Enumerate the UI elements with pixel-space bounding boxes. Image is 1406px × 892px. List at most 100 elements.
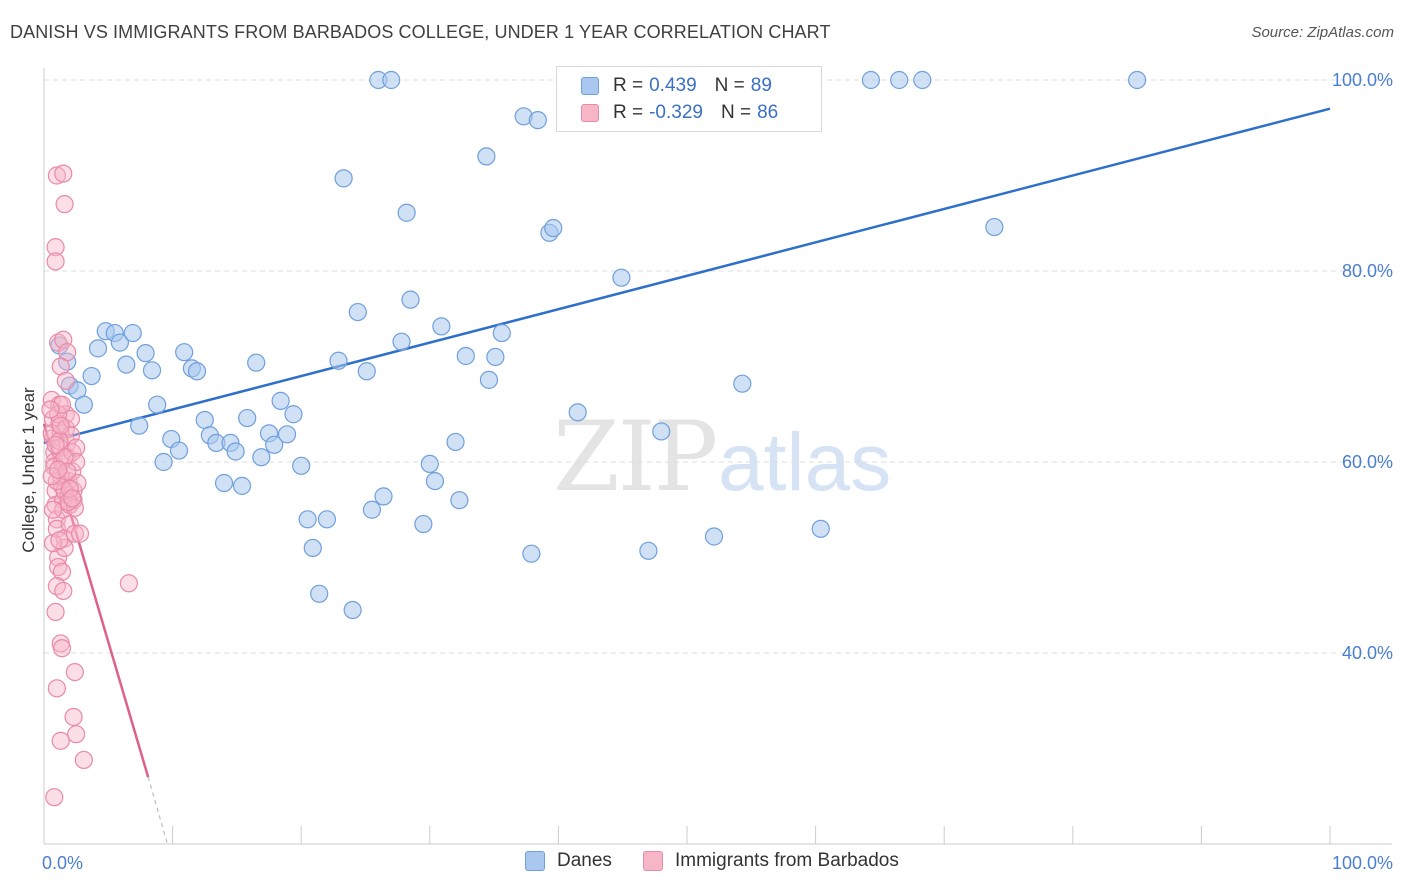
point-danes bbox=[123, 323, 142, 343]
point-danes bbox=[522, 544, 541, 563]
point-barbados bbox=[51, 357, 70, 376]
legend-row-danes: R = 0.439 N = 89 bbox=[581, 73, 772, 99]
series-legend-danes: Danes bbox=[525, 850, 612, 872]
point-danes bbox=[401, 290, 420, 309]
point-danes bbox=[985, 217, 1004, 237]
point-danes bbox=[284, 405, 303, 424]
series-label-barbados: Immigrants from Barbados bbox=[675, 850, 899, 871]
legend-r-label: R = bbox=[613, 102, 644, 123]
legend-swatch-barbados bbox=[581, 104, 599, 122]
legend-swatch-danes bbox=[581, 77, 599, 95]
point-barbados bbox=[52, 395, 72, 414]
point-barbados bbox=[56, 371, 75, 390]
point-barbados bbox=[46, 252, 65, 271]
point-danes bbox=[733, 374, 752, 393]
point-danes bbox=[861, 70, 880, 90]
point-danes bbox=[169, 441, 189, 460]
stats-legend: R = 0.439 N = 89 R = -0.329 N = 86 bbox=[556, 66, 822, 132]
y-tick-label: 40.0% bbox=[1342, 643, 1393, 663]
point-danes bbox=[298, 510, 317, 529]
point-danes bbox=[238, 408, 257, 428]
trend-line-danes bbox=[43, 107, 1331, 445]
legend-row-barbados: R = -0.329 N = 86 bbox=[581, 100, 778, 126]
point-danes bbox=[214, 473, 234, 493]
y-tick-label: 60.0% bbox=[1342, 452, 1393, 472]
point-danes bbox=[148, 395, 167, 414]
x-tick-label: 100.0% bbox=[1332, 853, 1393, 873]
point-danes bbox=[456, 346, 475, 366]
point-danes bbox=[226, 442, 245, 461]
point-danes bbox=[277, 425, 297, 444]
trend-line-barbados-extension bbox=[147, 776, 169, 845]
point-danes bbox=[477, 147, 496, 166]
point-danes bbox=[187, 362, 207, 381]
point-danes bbox=[357, 362, 376, 381]
legend-n-value: 89 bbox=[750, 75, 772, 96]
point-barbados bbox=[49, 460, 68, 479]
point-barbados bbox=[51, 731, 70, 750]
point-danes bbox=[117, 355, 136, 374]
legend-r-value: 0.439 bbox=[649, 75, 697, 96]
point-barbados bbox=[63, 489, 82, 508]
point-barbados bbox=[50, 531, 69, 550]
point-danes bbox=[303, 538, 322, 558]
legend-n-value: 86 bbox=[757, 102, 779, 123]
point-danes bbox=[392, 332, 411, 351]
point-barbados bbox=[41, 400, 60, 419]
point-barbados bbox=[70, 524, 90, 543]
point-danes bbox=[612, 268, 631, 287]
series-swatch-danes bbox=[525, 851, 545, 871]
point-danes bbox=[446, 432, 465, 452]
y-tick-label: 100.0% bbox=[1332, 70, 1393, 90]
point-danes bbox=[247, 353, 266, 372]
point-danes bbox=[175, 343, 194, 362]
series-legend-barbados: Immigrants from Barbados bbox=[643, 850, 899, 872]
point-danes bbox=[343, 600, 362, 620]
point-danes bbox=[374, 487, 393, 506]
point-danes bbox=[110, 333, 129, 352]
point-barbados bbox=[74, 750, 93, 770]
point-danes bbox=[639, 541, 658, 560]
point-danes bbox=[88, 339, 108, 358]
point-danes bbox=[74, 395, 93, 414]
point-danes bbox=[811, 519, 830, 538]
point-danes bbox=[382, 70, 401, 90]
point-danes bbox=[292, 456, 311, 475]
point-barbados bbox=[54, 581, 73, 601]
chart-title: DANISH VS IMMIGRANTS FROM BARBADOS COLLE… bbox=[10, 22, 831, 42]
point-barbados bbox=[52, 562, 72, 581]
point-danes bbox=[329, 351, 348, 370]
point-danes bbox=[82, 366, 101, 386]
point-danes bbox=[913, 70, 932, 90]
point-danes bbox=[450, 491, 469, 510]
point-barbados bbox=[46, 238, 65, 257]
point-danes bbox=[232, 476, 252, 495]
point-danes bbox=[130, 416, 149, 435]
point-barbados bbox=[45, 788, 64, 807]
point-barbados bbox=[67, 725, 86, 744]
watermark: ZIP atlas bbox=[553, 401, 891, 513]
point-danes bbox=[317, 510, 337, 529]
point-danes bbox=[890, 70, 909, 90]
point-barbados bbox=[51, 416, 70, 435]
data-points bbox=[41, 70, 1147, 807]
point-barbados bbox=[43, 500, 63, 519]
series-label-danes: Danes bbox=[557, 850, 612, 871]
point-barbados bbox=[65, 524, 84, 543]
point-danes bbox=[544, 218, 563, 238]
axis-labels: College, Under 1 year bbox=[19, 387, 38, 553]
point-barbados bbox=[46, 435, 65, 454]
series-swatch-barbados bbox=[643, 851, 663, 871]
point-danes bbox=[432, 317, 451, 336]
point-barbados bbox=[52, 639, 72, 658]
point-danes bbox=[265, 435, 284, 454]
point-danes bbox=[486, 347, 505, 367]
point-danes bbox=[420, 454, 439, 474]
point-danes bbox=[348, 302, 367, 322]
y-tick-label: 80.0% bbox=[1342, 261, 1393, 281]
point-barbados bbox=[47, 166, 66, 185]
series-legend: Danes Immigrants from Barbados bbox=[0, 850, 1406, 878]
point-barbados bbox=[42, 467, 61, 486]
point-danes bbox=[704, 527, 724, 546]
